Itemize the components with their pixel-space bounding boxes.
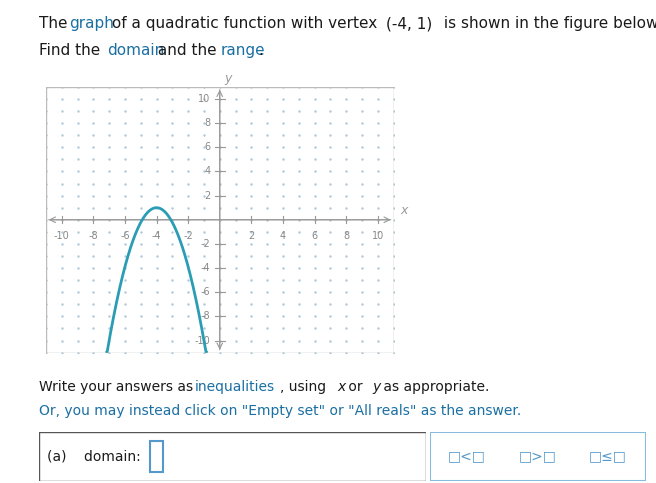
Text: y: y (373, 380, 380, 394)
Text: -8: -8 (89, 230, 98, 241)
Text: (a)    domain:: (a) domain: (47, 450, 141, 463)
Text: 2: 2 (204, 191, 211, 200)
Text: and the: and the (152, 43, 221, 58)
Text: -4: -4 (201, 263, 211, 273)
Text: 10: 10 (372, 230, 384, 241)
Text: range: range (220, 43, 265, 58)
Text: , using: , using (280, 380, 331, 394)
Text: (-4, 1): (-4, 1) (386, 16, 433, 31)
Text: -2: -2 (201, 239, 211, 249)
Text: 10: 10 (198, 94, 211, 104)
Text: or: or (344, 380, 367, 394)
Text: -2: -2 (183, 230, 193, 241)
Text: Write your answers as: Write your answers as (39, 380, 198, 394)
Text: □<□: □<□ (447, 450, 485, 463)
Text: 4: 4 (280, 230, 286, 241)
Text: y: y (224, 72, 232, 85)
Text: -4: -4 (152, 230, 161, 241)
Text: Or, you may instead click on "Empty set" or "All reals" as the answer.: Or, you may instead click on "Empty set"… (39, 404, 522, 418)
Text: x: x (400, 204, 407, 217)
Text: as appropriate.: as appropriate. (379, 380, 490, 394)
Text: The: The (39, 16, 73, 31)
Text: 4: 4 (204, 167, 211, 176)
Text: 6: 6 (204, 142, 211, 152)
Text: □>□: □>□ (519, 450, 557, 463)
Text: 8: 8 (343, 230, 349, 241)
Text: 6: 6 (312, 230, 318, 241)
Text: -6: -6 (201, 287, 211, 297)
Bar (150, 441, 163, 472)
Text: x: x (337, 380, 345, 394)
Text: inequalities: inequalities (195, 380, 276, 394)
Text: □≤□: □≤□ (588, 450, 626, 463)
Text: of a quadratic function with vertex: of a quadratic function with vertex (108, 16, 382, 31)
Text: graph: graph (70, 16, 114, 31)
Text: .: . (258, 43, 263, 58)
Text: Find the: Find the (39, 43, 106, 58)
Text: -6: -6 (120, 230, 130, 241)
Text: is shown in the figure below.: is shown in the figure below. (440, 16, 656, 31)
Text: -10: -10 (195, 336, 211, 345)
Text: -8: -8 (201, 312, 211, 321)
Text: 2: 2 (248, 230, 255, 241)
Text: -10: -10 (54, 230, 70, 241)
Text: 8: 8 (204, 118, 211, 128)
Text: domain: domain (108, 43, 165, 58)
